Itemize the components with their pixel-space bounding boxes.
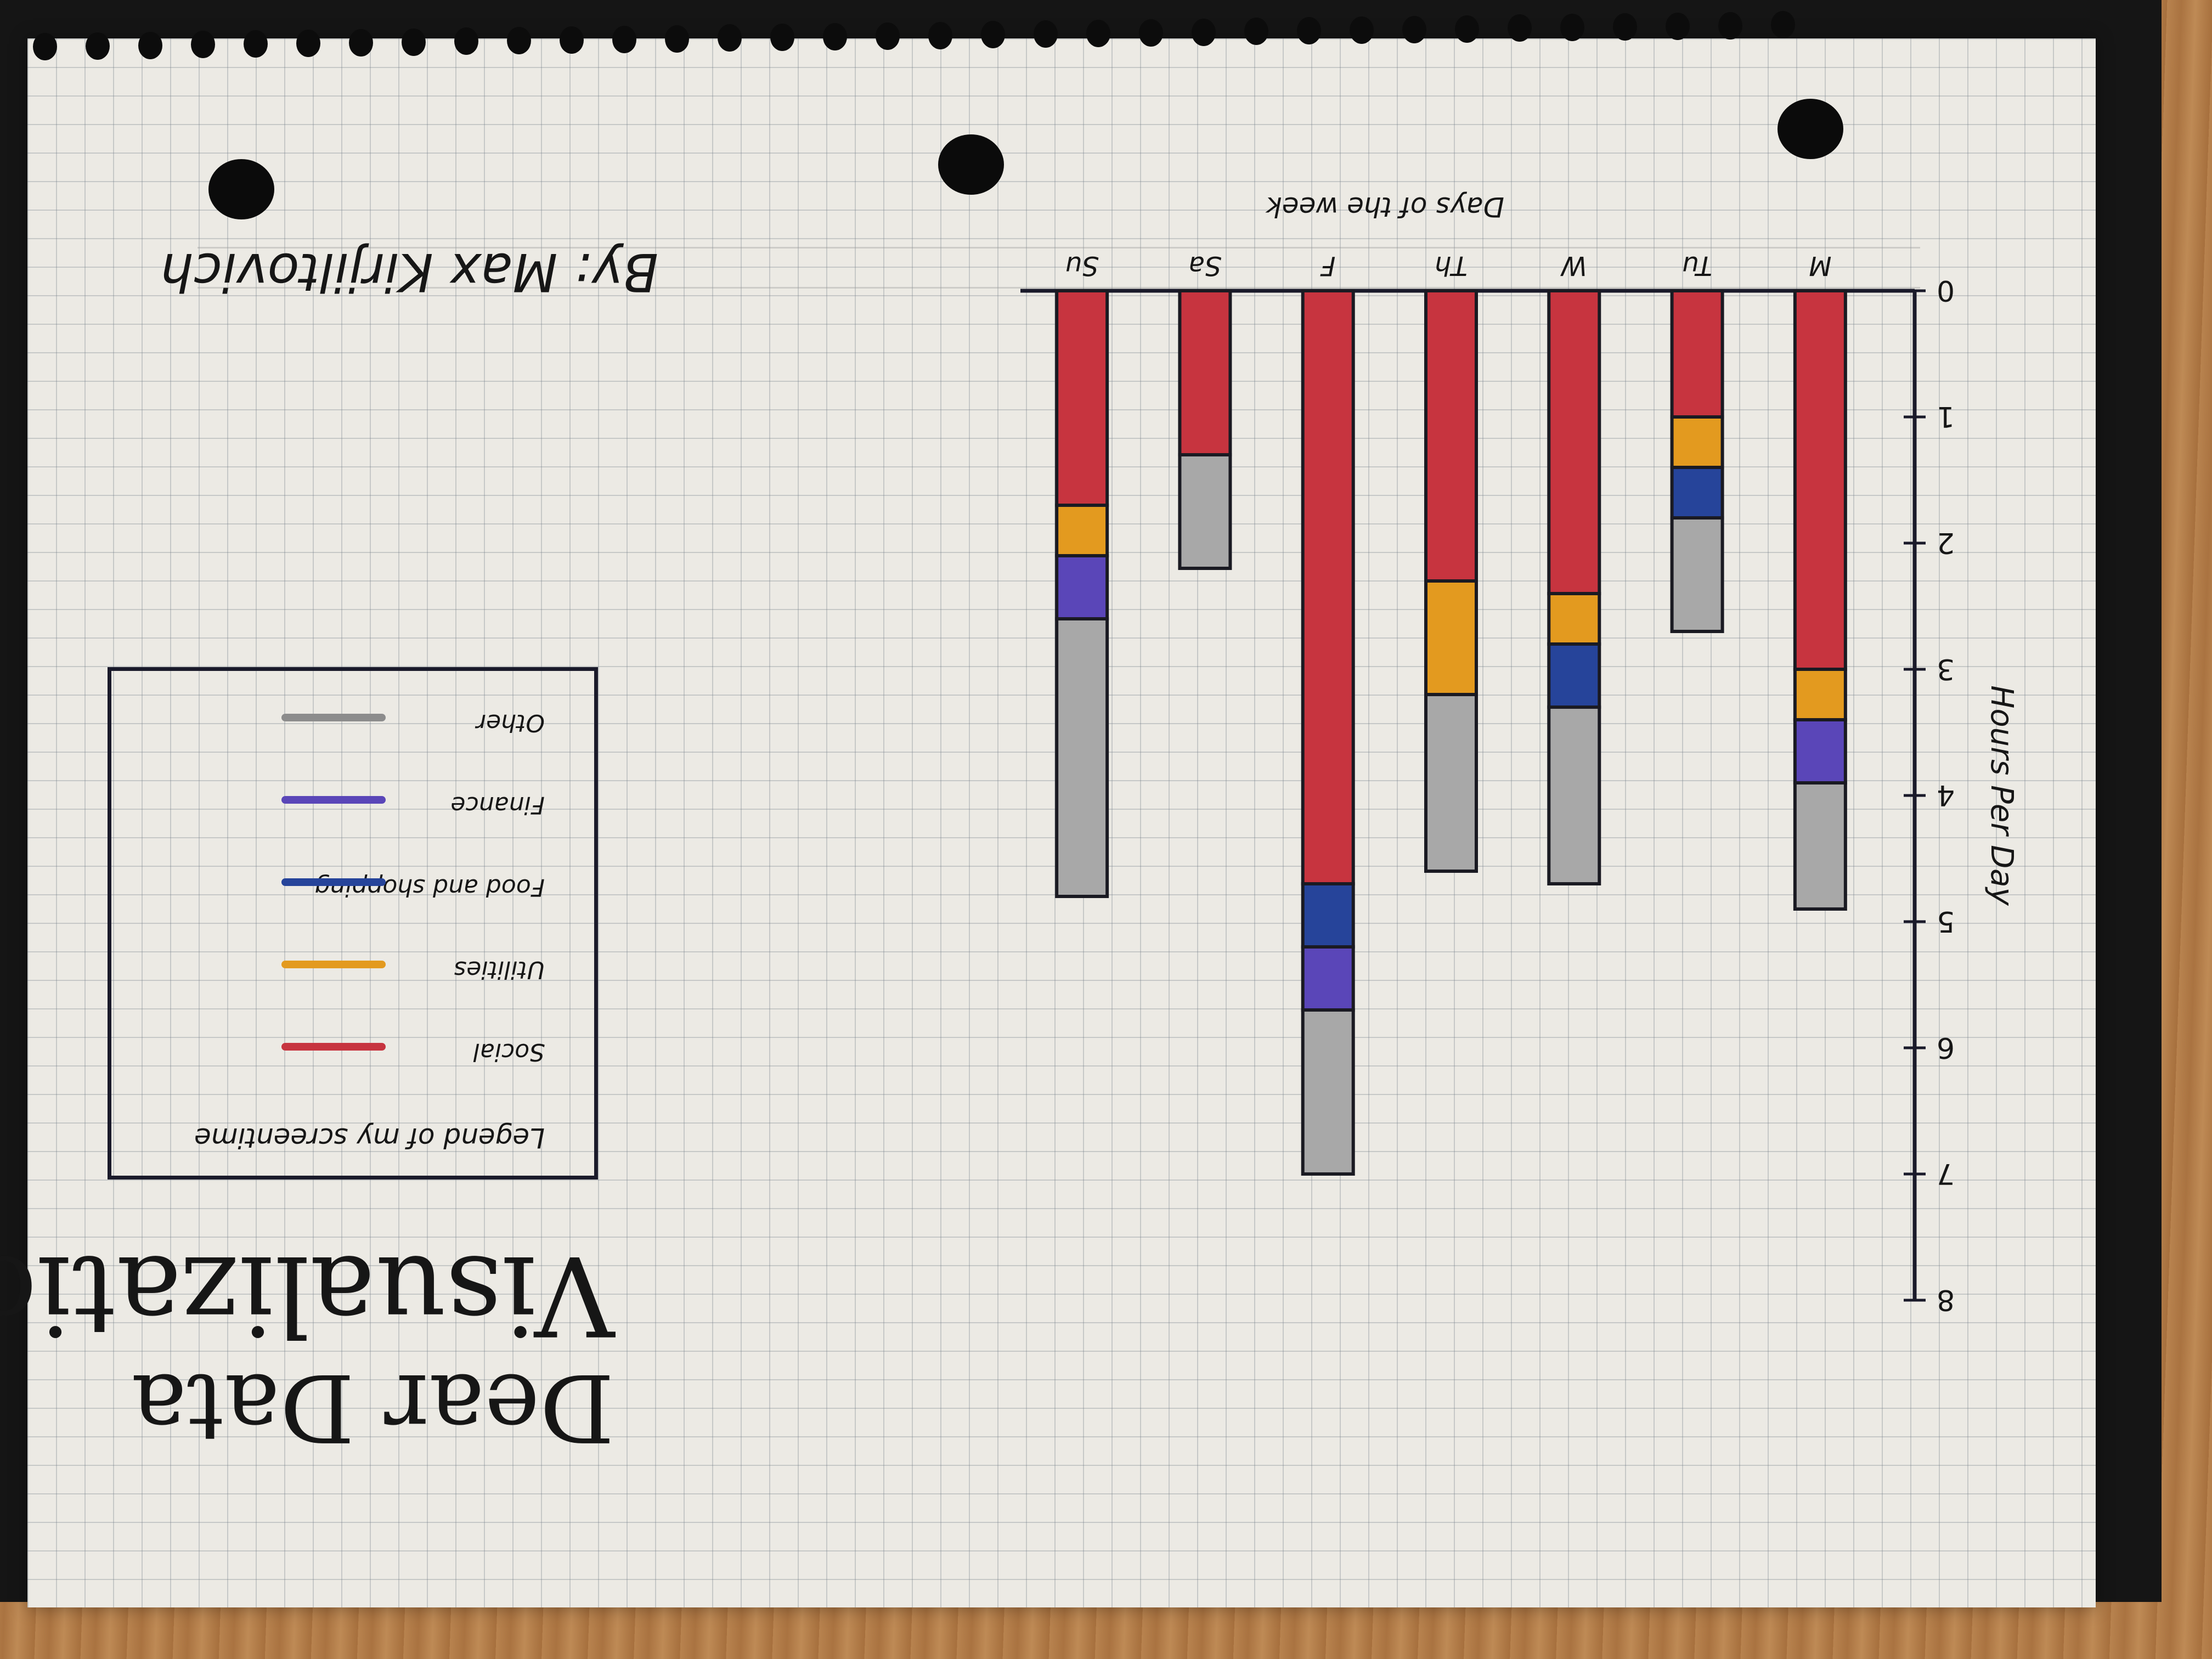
spiral-hole [1560,14,1584,42]
bar-segment-finance [1301,945,1355,1012]
spiral-hole [138,31,162,59]
spiral-hole [33,33,57,60]
x-tick-label: Su [1065,250,1099,281]
punch-hole [1778,99,1843,159]
x-axis-label: Days of the week [1265,191,1504,223]
bar-segment-utilities [1670,415,1724,469]
spiral-hole [1139,19,1163,47]
bar-segment-utilities [1793,668,1847,721]
bar-segment-other [1178,453,1232,570]
bar-segment-social [1055,289,1109,507]
punch-hole [938,134,1004,195]
y-tick-label: 6 [1937,1031,1955,1064]
spiral-hole [876,22,900,50]
spiral-hole [560,26,584,54]
bar-segment-social [1793,289,1847,671]
spiral-hole [349,29,373,57]
spiral-hole [1613,13,1637,41]
spiral-hole [1666,12,1690,40]
bar-segment-finance [1793,718,1847,785]
bar-segment-utilities [1424,579,1478,696]
spiral-hole [1192,18,1216,46]
spiral-hole [1297,17,1321,45]
x-tick-label: W [1560,250,1587,281]
bar-segment-other [1424,693,1478,873]
x-tick-label: F [1320,250,1336,281]
y-tick-label: 2 [1937,526,1955,559]
byline: By: Max Kirjiltovich [160,241,658,302]
spiral-hole [718,24,742,52]
spiral-hole [1508,14,1532,42]
bar-segment-social [1301,289,1355,885]
y-tick-label: 8 [1937,1283,1955,1316]
x-tick-label: Sa [1188,250,1221,281]
spiral-hole [823,23,847,50]
stacked-bar-chart: 0 1 2 3 4 5 6 7 8 Hours Per Day M Tu W Th F Sa Su Days of… [1020,191,2019,1316]
bar-segment-other [1301,1008,1355,1176]
bar-segment-food-and-shopping [1547,642,1601,709]
spiral-hole [1718,12,1742,40]
y-tick-label: 7 [1937,1157,1955,1190]
x-tick-label: M [1809,250,1831,281]
spiral-hole [1034,20,1058,48]
spiral-hole [296,30,320,57]
punch-hole [208,159,274,219]
upside-down-content: Dear Data Visualization Legend of my scr… [0,38,2096,1607]
spiral-hole [1244,18,1268,46]
y-tick-label: 4 [1937,778,1955,811]
spiral-hole [612,25,636,53]
bar-segment-food-and-shopping [1301,882,1355,949]
bar-segment-social [1178,289,1232,456]
spiral-hole [770,24,794,52]
bar-segment-social [1670,289,1724,419]
y-axis-label: Hours Per Day [1984,685,2019,906]
x-tick-label: Tu [1682,250,1712,281]
spiral-hole [981,21,1005,49]
bar-segment-other [1547,706,1601,885]
spiral-hole [1350,16,1374,44]
spiral-hole [1402,15,1426,43]
x-tick-label: Th [1435,250,1468,281]
bar-segment-utilities [1055,504,1109,557]
spiral-hole [665,25,689,53]
y-tick-label: 5 [1937,905,1955,938]
y-tick-label: 0 [1937,274,1955,307]
spiral-hole [454,27,478,55]
spiral-hole [1771,11,1795,39]
spiral-hole [507,27,531,55]
bar-segment-other [1055,617,1109,898]
graph-paper-page: Dear Data Visualization Legend of my scr… [0,38,2096,1607]
perforation-strip [198,247,1920,289]
spiral-hole [191,31,215,59]
bar-segment-social [1547,289,1601,595]
y-tick-label: 3 [1937,652,1955,685]
bar-segment-food-and-shopping [1670,466,1724,520]
spiral-hole [402,28,426,56]
spiral-hole [244,30,268,58]
y-tick-label: 1 [1937,400,1955,433]
spiral-hole [1086,20,1110,47]
bar-segment-finance [1055,554,1109,620]
spiral-hole [928,21,952,49]
bar-segment-utilities [1547,592,1601,646]
bar-segment-other [1670,516,1724,633]
spiral-hole [86,32,110,60]
bar-segment-other [1793,781,1847,911]
bar-segment-social [1424,289,1478,583]
spiral-hole [1455,15,1479,43]
